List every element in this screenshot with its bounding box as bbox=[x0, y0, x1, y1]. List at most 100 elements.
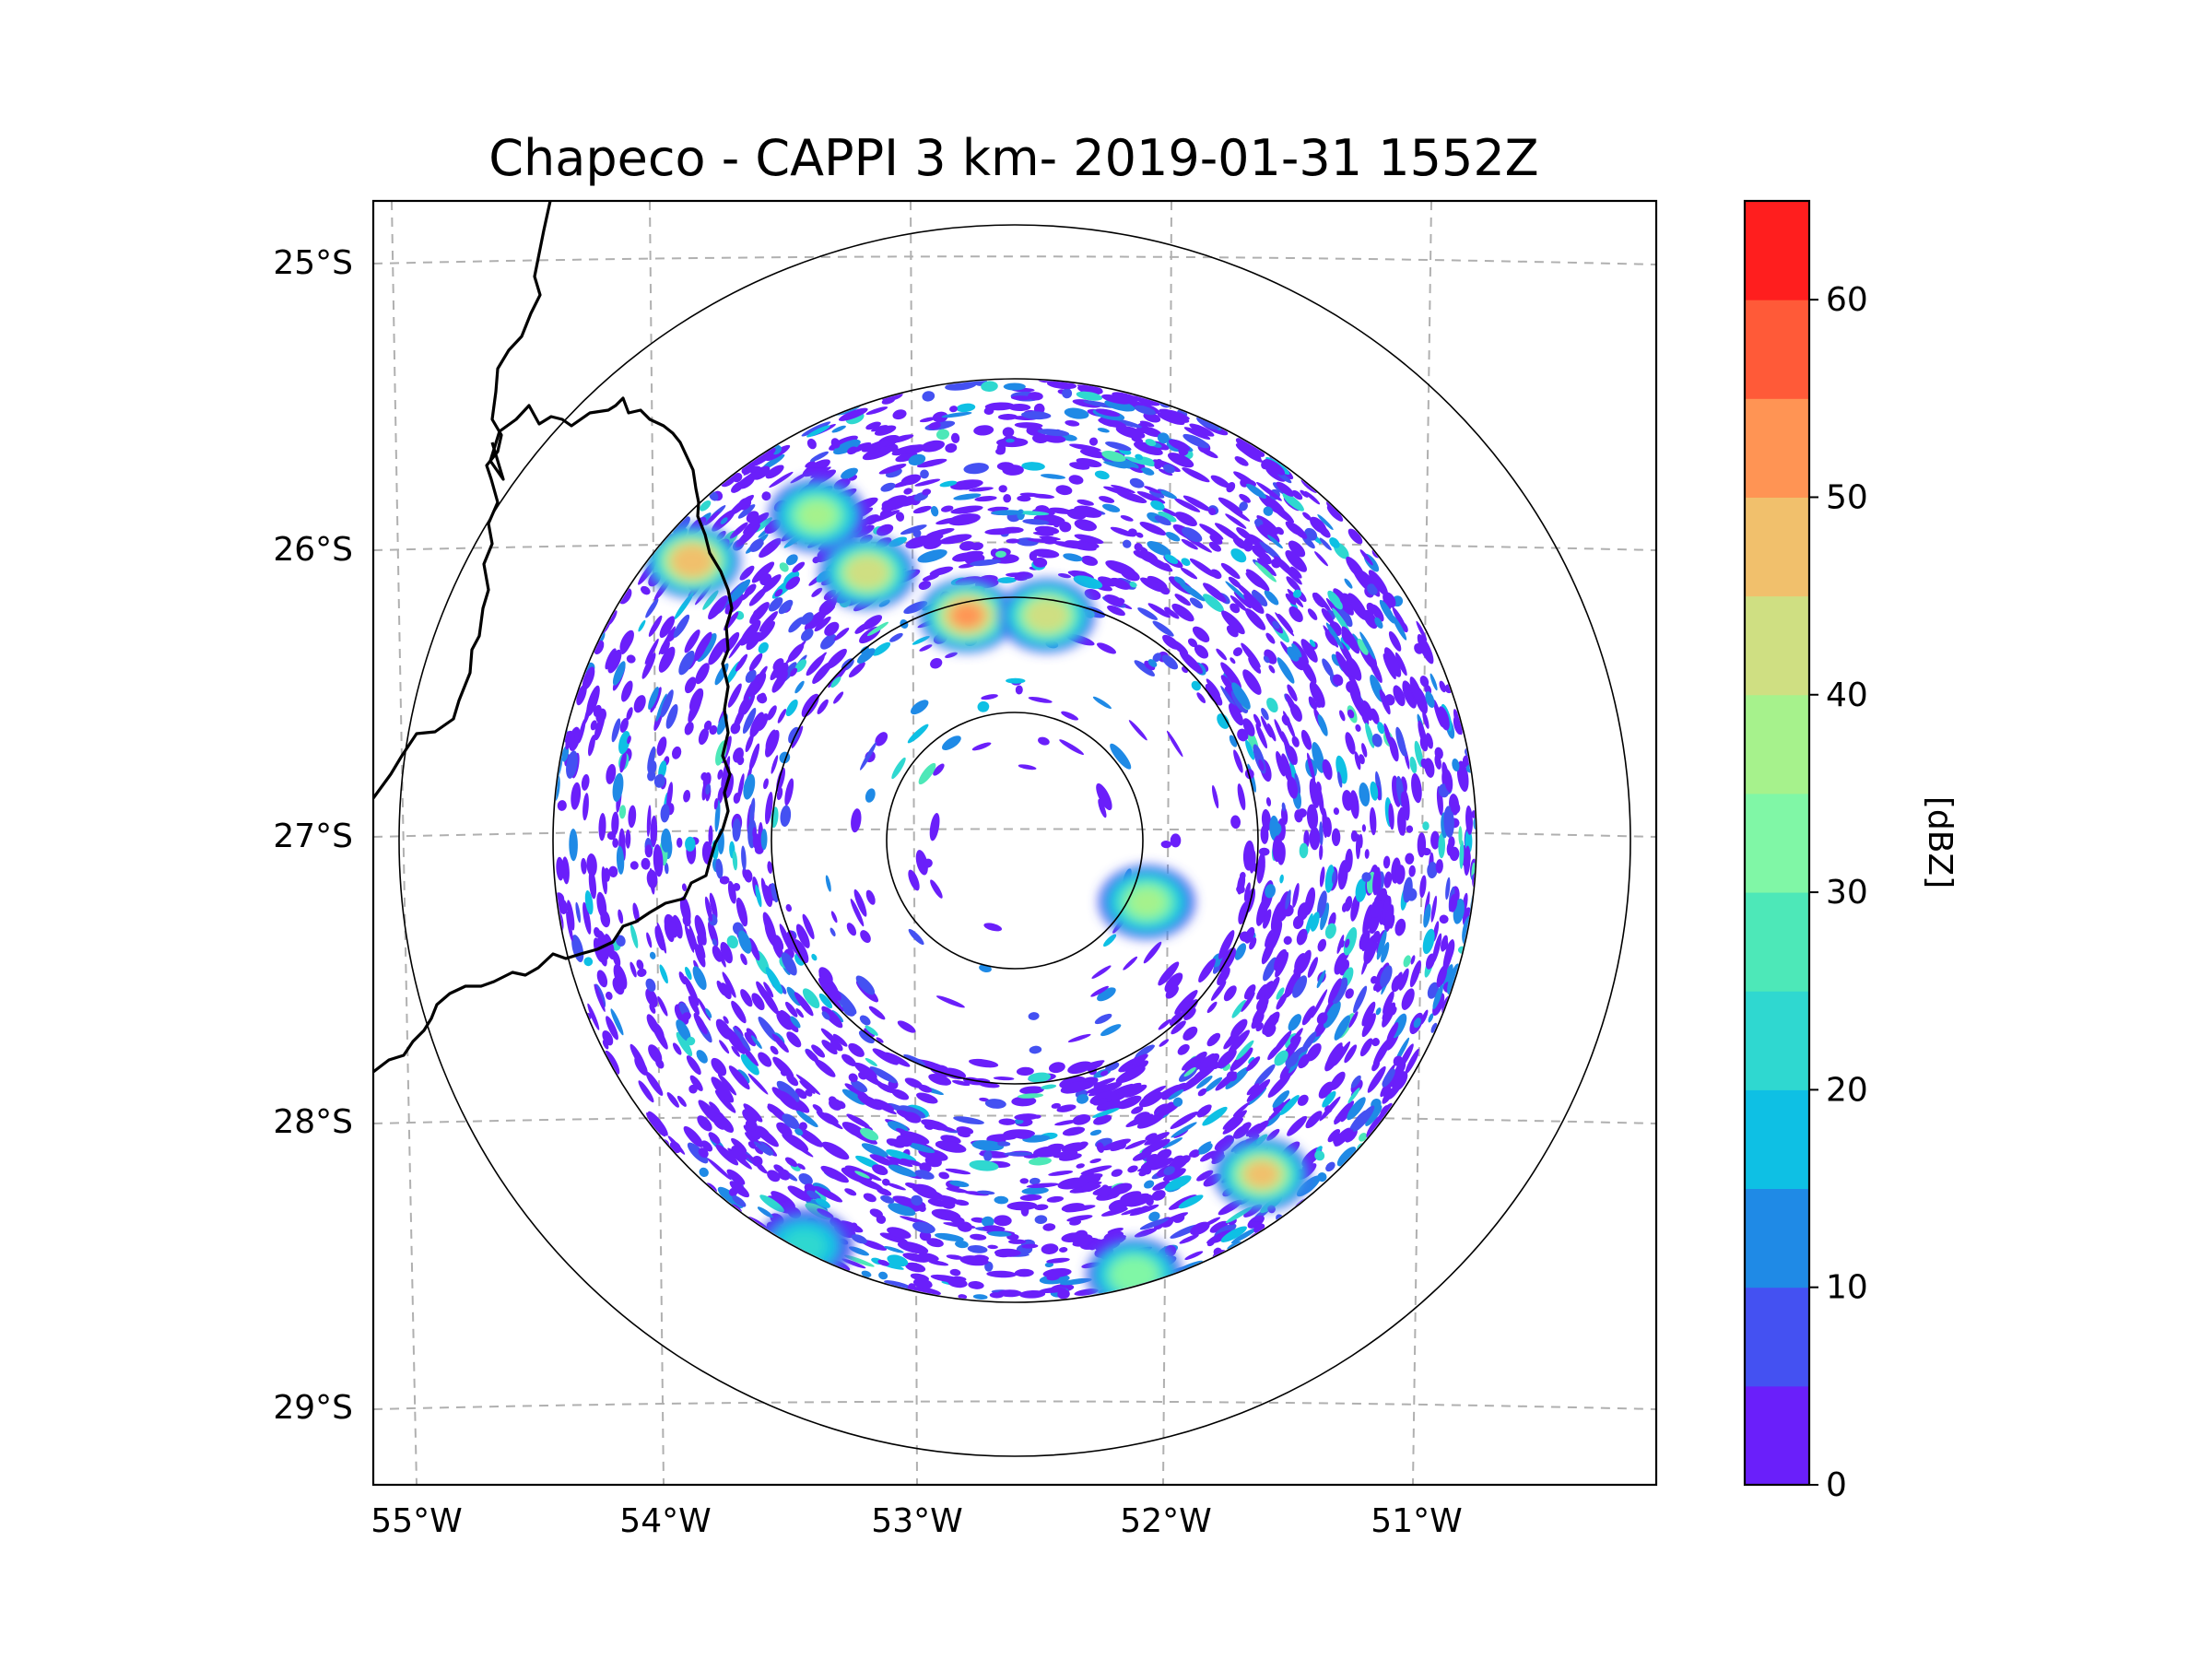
echo-speckle bbox=[652, 1021, 665, 1041]
echo-speckle bbox=[872, 1048, 899, 1065]
colorbar-tick-label: 40 bbox=[1826, 677, 1868, 714]
echo-speckle bbox=[1226, 504, 1251, 522]
echo-speckle bbox=[1131, 1106, 1144, 1114]
latitude-gridlines bbox=[373, 255, 1656, 1410]
echo-speckle bbox=[602, 1040, 609, 1050]
echo-speckle bbox=[600, 910, 611, 928]
echo-speckle bbox=[912, 505, 932, 514]
colorbar-band bbox=[1745, 991, 1809, 1090]
echo-speckle bbox=[739, 565, 755, 581]
echo-speckle bbox=[993, 1077, 1015, 1081]
echo-speckle bbox=[1016, 1066, 1034, 1077]
echo-speckle bbox=[785, 554, 798, 566]
echo-speckle bbox=[641, 857, 651, 870]
echo-speckle bbox=[1065, 1205, 1096, 1213]
echo-speckle bbox=[776, 787, 783, 801]
echo-speckle bbox=[1088, 1089, 1104, 1097]
echo-speckle bbox=[969, 559, 1002, 567]
echo-speckle bbox=[1199, 1053, 1220, 1072]
echo-speckle bbox=[1026, 425, 1043, 436]
echo-speckle bbox=[838, 407, 868, 421]
echo-speckle bbox=[1206, 1032, 1221, 1047]
echo-speckle bbox=[638, 619, 646, 632]
echo-speckle bbox=[800, 612, 814, 625]
echo-speckle bbox=[780, 1009, 799, 1033]
echo-speckle bbox=[987, 1244, 998, 1250]
echo-speckle bbox=[938, 1171, 950, 1180]
echo-speckle bbox=[865, 421, 881, 430]
cell-north-a bbox=[769, 477, 865, 552]
echo-speckle bbox=[1473, 818, 1476, 830]
echo-speckle bbox=[1395, 865, 1406, 885]
echo-speckle bbox=[1371, 900, 1382, 918]
echo-speckle bbox=[1290, 566, 1302, 579]
echo-speckle bbox=[997, 577, 1017, 583]
echo-speckle bbox=[994, 1195, 1009, 1205]
echo-speckle bbox=[1438, 832, 1446, 859]
echo-speckle bbox=[1292, 915, 1304, 930]
echo-speckle bbox=[1375, 967, 1383, 985]
echo-speckle bbox=[678, 650, 695, 676]
echo-speckle bbox=[1006, 1201, 1038, 1211]
echo-speckle bbox=[1371, 734, 1382, 747]
echo-speckle bbox=[792, 561, 806, 573]
echo-speckle bbox=[765, 729, 780, 758]
echo-speckle bbox=[1088, 437, 1099, 446]
echo-speckle bbox=[942, 735, 961, 750]
echo-speckle bbox=[1379, 599, 1395, 624]
echo-speckle bbox=[1124, 456, 1148, 465]
echo-speckle bbox=[1372, 1038, 1391, 1067]
echo-speckle bbox=[717, 786, 724, 805]
echo-speckle bbox=[1060, 1081, 1090, 1094]
echo-speckle bbox=[1315, 1146, 1323, 1153]
echo-speckle bbox=[900, 474, 922, 486]
echo-speckle bbox=[1092, 1107, 1120, 1118]
lat-label-26s: 26°S bbox=[273, 531, 353, 569]
echo-speckle bbox=[1200, 1150, 1217, 1162]
echo-speckle bbox=[732, 1195, 747, 1207]
echo-speckle bbox=[705, 783, 712, 795]
echo-speckle bbox=[865, 788, 876, 803]
echo-speckle bbox=[695, 663, 710, 685]
echo-speckle bbox=[1101, 1138, 1131, 1151]
echo-speckle bbox=[1120, 1193, 1149, 1206]
echo-speckle bbox=[907, 724, 929, 744]
echo-speckle bbox=[1325, 622, 1344, 650]
echo-speckle bbox=[1179, 650, 1203, 674]
range-ring-150km bbox=[552, 378, 1477, 1303]
echo-speckle bbox=[648, 615, 663, 637]
echo-speckle bbox=[794, 1127, 804, 1136]
echo-speckle bbox=[723, 1016, 729, 1024]
echo-speckle bbox=[1104, 399, 1135, 412]
echo-speckle bbox=[1300, 489, 1309, 498]
echo-speckle bbox=[941, 411, 972, 418]
echo-speckle bbox=[738, 524, 760, 544]
echo-speckle bbox=[1253, 1064, 1276, 1088]
echo-speckle bbox=[1361, 700, 1373, 722]
echo-speckle bbox=[751, 993, 765, 1011]
echo-speckle bbox=[1111, 1182, 1133, 1195]
echo-speckle bbox=[566, 911, 573, 942]
echo-speckle bbox=[557, 800, 567, 811]
echo-speckle bbox=[941, 505, 954, 512]
echo-speckle bbox=[1234, 456, 1249, 466]
echo-speckle bbox=[1041, 1243, 1059, 1254]
echo-speckle bbox=[866, 1076, 887, 1088]
echo-speckle bbox=[1177, 1043, 1190, 1055]
echo-speckle bbox=[1271, 822, 1282, 836]
echo-speckle bbox=[912, 635, 930, 645]
echo-speckle bbox=[804, 609, 827, 631]
echo-speckle bbox=[740, 989, 753, 1007]
echo-speckle bbox=[1259, 541, 1282, 561]
echo-speckle bbox=[1361, 872, 1371, 882]
echo-speckle bbox=[676, 837, 683, 848]
echo-speckle bbox=[705, 1007, 712, 1018]
echo-speckle bbox=[903, 1112, 922, 1124]
echo-speckle bbox=[1004, 1151, 1033, 1157]
echo-speckle bbox=[699, 1167, 709, 1178]
echo-speckle bbox=[1342, 790, 1353, 811]
echo-speckle bbox=[713, 798, 719, 810]
echo-speckle bbox=[801, 629, 814, 641]
echo-speckle bbox=[784, 778, 794, 806]
echo-speckle bbox=[1019, 1086, 1044, 1095]
